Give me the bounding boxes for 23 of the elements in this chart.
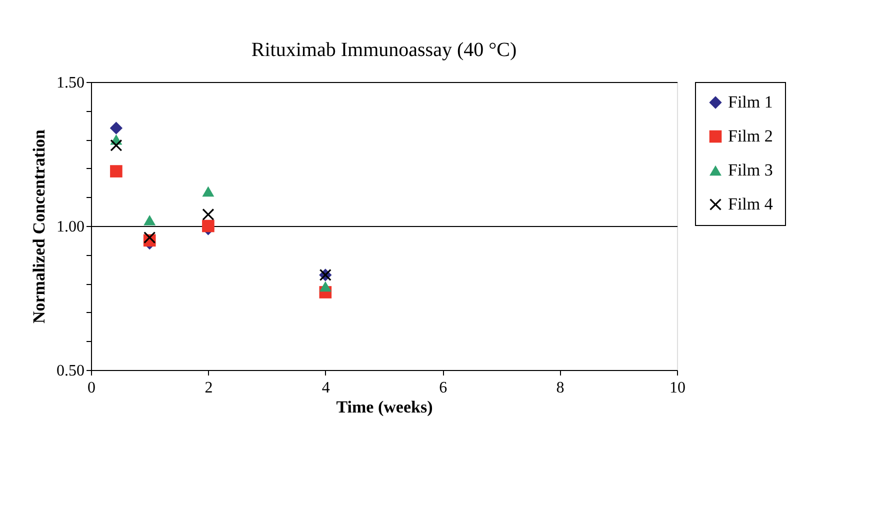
x-tick-label: 6 [439, 380, 448, 396]
y-axis-title: Normalized Concentration [30, 128, 48, 324]
point [202, 220, 214, 232]
x-axis-title: Time (weeks) [336, 398, 433, 416]
point [110, 165, 122, 178]
point [202, 186, 214, 197]
x-tick-label: 8 [556, 380, 564, 396]
legend-label: Film 1 [728, 92, 773, 112]
legend-label: Film 2 [728, 126, 773, 146]
legend-label: Film 3 [728, 160, 773, 180]
point [110, 122, 123, 134]
x-tick-label: 0 [88, 380, 96, 396]
point [144, 215, 156, 226]
y-tick-label: 1.00 [56, 218, 84, 236]
x-tick-label: 4 [322, 380, 330, 396]
point [319, 281, 332, 292]
legend-label: Film 4 [728, 194, 774, 214]
y-tick-label: 0.50 [56, 362, 84, 380]
y-tick-label: 1.50 [56, 74, 84, 92]
x-tick-label: 2 [204, 380, 213, 396]
chart-title: Rituximab Immunoassay (40 °C) [251, 39, 517, 61]
point [110, 140, 122, 152]
x-tick-label: 10 [670, 380, 686, 396]
